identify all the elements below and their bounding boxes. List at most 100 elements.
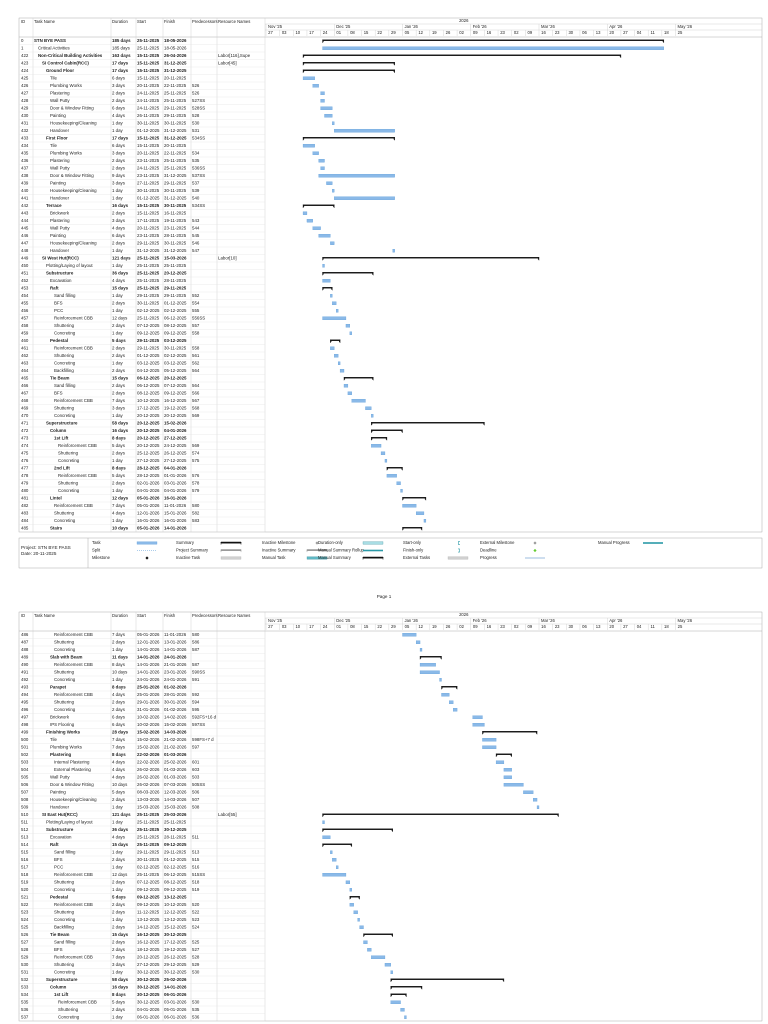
task-name: Brickwork [50, 210, 70, 215]
task-bar [396, 481, 401, 485]
task-cell: 14-01-2026 [137, 669, 160, 674]
week-label: 12 [418, 30, 423, 35]
task-cell: 09-12-2025 [137, 902, 160, 907]
task-bar [322, 316, 347, 320]
task-cell: 29-11-2025 [164, 113, 187, 118]
task-bar [523, 790, 534, 795]
task-name: Concreting [54, 360, 76, 365]
task-name: Reinforcement CBB [58, 999, 97, 1004]
task-name: Door & Window Fitting [50, 105, 94, 110]
task-cell: 5 days [112, 338, 126, 343]
task-cell: 1 day [112, 128, 124, 133]
summary-bar [303, 69, 395, 71]
task-bar [472, 715, 483, 720]
task-cell: 458 [21, 323, 29, 328]
task-bar [495, 760, 505, 765]
task-bar [306, 218, 313, 223]
week-label: 29 [391, 30, 396, 35]
task-cell: 03-12-2025 [137, 360, 160, 365]
task-cell: 29-11-2025 [164, 293, 187, 298]
task-name: PCC [54, 308, 63, 313]
task-bar [472, 723, 485, 727]
task-cell: 6 days [112, 714, 126, 719]
task-cell: 597SS [192, 722, 205, 727]
week-label: 17 [309, 624, 314, 629]
week-label: 05 [405, 30, 410, 35]
task-cell: 25-02-2026 [164, 977, 187, 982]
month-label: Nov '25 [268, 24, 283, 29]
week-label: 12 [418, 624, 423, 629]
task-cell: 31-12-2025 [164, 135, 187, 140]
task-cell: 528SS [192, 105, 205, 110]
task-cell: 11-01-2026 [164, 503, 187, 508]
task-bar [503, 768, 512, 772]
task-cell: 09-12-2025 [164, 887, 187, 892]
task-cell: Labor[55] [218, 812, 237, 817]
task-cell: 587 [192, 647, 200, 652]
task-cell: 8 days [112, 662, 126, 667]
task-bar [330, 241, 335, 245]
task-bar [392, 248, 395, 253]
task-cell: 21-02-2026 [164, 737, 187, 742]
task-cell: 23-11-2025 [164, 225, 187, 230]
summary-end [302, 69, 395, 74]
task-cell: 20-12-2025 [137, 428, 160, 433]
task-bar [324, 114, 333, 118]
task-bar [320, 91, 325, 96]
task-name: Plumbing Works [50, 150, 83, 155]
task-cell: 6 days [112, 233, 126, 238]
task-cell: 462 [21, 353, 29, 358]
column-header: Duration [112, 19, 128, 24]
task-name: Raft [50, 842, 59, 847]
task-bar [503, 775, 512, 780]
task-cell: 437 [21, 165, 29, 170]
task-bar [312, 84, 319, 88]
task-cell: 07-03-2026 [164, 782, 187, 787]
task-cell: 24-11-2025 [137, 165, 160, 170]
task-cell: 554 [192, 300, 200, 305]
task-cell: 591 [192, 677, 200, 682]
legend-label: Inactive Milestone [262, 540, 296, 545]
week-label: 16 [541, 624, 546, 629]
task-cell: 27-12-2025 [164, 458, 187, 463]
task-name: Excavation [50, 278, 72, 283]
task-bar [402, 633, 417, 637]
task-cell: 05-12-2025 [164, 368, 187, 373]
task-cell: 16-12-2025 [137, 939, 160, 944]
task-name: Reinforcement CBB [54, 902, 93, 907]
task-cell: 439 [21, 180, 29, 185]
task-cell: 28-11-2025 [164, 834, 187, 839]
task-name: Housekeeping/Cleaning [50, 240, 97, 245]
week-label: 24 [323, 30, 328, 35]
week-label: 03 [282, 624, 287, 629]
task-name: Painting [50, 113, 66, 118]
task-cell: 583 [192, 518, 200, 523]
task-name: 2nd Lift [54, 465, 70, 470]
task-cell: 29-11-2025 [137, 240, 160, 245]
task-cell: 4 days [112, 834, 126, 839]
week-label: 16 [541, 30, 546, 35]
task-cell: 490 [21, 662, 29, 667]
task-cell: 425 [21, 75, 29, 80]
task-cell: 1 day [112, 917, 124, 922]
summary-bar [322, 272, 374, 274]
task-name: Substructure [46, 270, 74, 275]
summary-end [322, 813, 559, 818]
task-bar [404, 1015, 407, 1020]
task-cell: 523 [21, 909, 29, 914]
task-name: Concreting [54, 917, 76, 922]
task-bar [402, 503, 417, 508]
task-cell: 1 day [112, 1014, 124, 1019]
task-cell: 09-12-2025 [164, 330, 187, 335]
task-cell: 20-12-2025 [137, 413, 160, 418]
task-cell: 558 [192, 330, 200, 335]
summary-bar [303, 54, 621, 56]
task-name: First Floor [46, 135, 68, 140]
summary-bar [390, 993, 407, 995]
task-bar [349, 888, 352, 892]
task-cell: 29-11-2025 [164, 105, 187, 110]
week-label: 16 [487, 624, 492, 629]
task-bar [320, 106, 333, 111]
task-name: Shuttering [54, 405, 75, 410]
